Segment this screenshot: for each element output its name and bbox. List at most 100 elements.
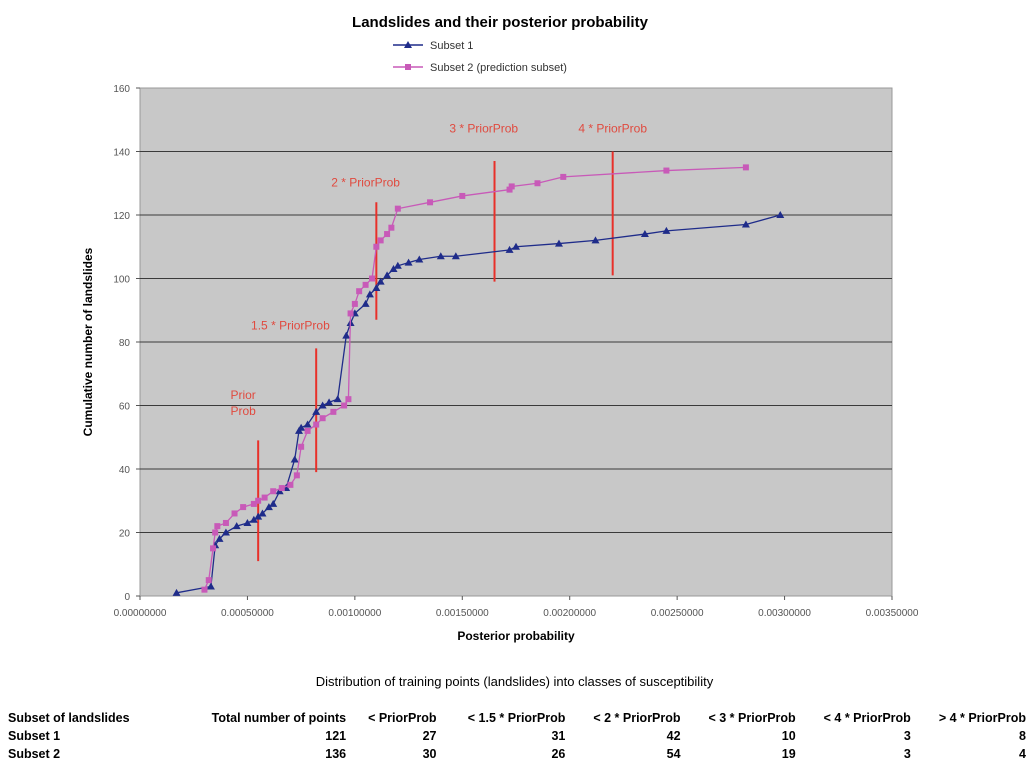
data-point-subset2	[506, 186, 513, 193]
data-point-subset2	[210, 545, 217, 552]
data-point-subset2	[270, 488, 277, 495]
table-cell: 8	[1019, 729, 1026, 743]
table-cell: 26	[551, 747, 566, 761]
data-point-subset2	[459, 192, 466, 199]
threshold-label: 4 * PriorProb	[578, 121, 647, 135]
data-point-subset2	[240, 504, 247, 511]
distribution-title: Distribution of training points (landsli…	[315, 674, 714, 689]
table-header-row: Subset of landslides Total number of poi…	[8, 711, 1026, 729]
x-tick-label: 0.00050000	[221, 608, 274, 619]
data-point-subset2	[293, 472, 300, 479]
data-point-subset2	[201, 586, 208, 593]
x-tick-label: 0.00100000	[328, 608, 381, 619]
data-point-subset2	[508, 183, 515, 190]
data-point-subset2	[427, 199, 434, 206]
data-point-subset1	[554, 239, 563, 247]
col-header: < 4 * PriorProb	[823, 711, 911, 725]
table-cell: 19	[781, 747, 796, 761]
data-point-subset1	[436, 252, 445, 260]
data-point-subset1	[372, 284, 381, 292]
data-point-subset2	[278, 485, 285, 492]
table-cell: 121	[325, 729, 347, 743]
table-cell: 4	[1019, 747, 1026, 761]
threshold-label: 2 * PriorProb	[331, 175, 400, 189]
col-header: < PriorProb	[368, 711, 437, 725]
data-point-subset2	[212, 529, 219, 536]
legend-marker-subset1	[404, 41, 412, 48]
table-cell: Subset 1	[8, 729, 61, 743]
data-point-subset2	[384, 231, 391, 238]
data-point-subset1	[776, 211, 785, 218]
data-point-subset1	[221, 528, 230, 536]
data-point-subset1	[383, 271, 392, 279]
y-tick-label: 40	[119, 465, 131, 476]
x-tick-label: 0.00200000	[543, 608, 596, 619]
data-point-subset1	[662, 226, 671, 234]
data-point-subset2	[330, 408, 337, 415]
distribution-table: Subset of landslides Total number of poi…	[8, 711, 1026, 765]
data-point-subset2	[250, 500, 257, 507]
data-point-subset2	[255, 497, 262, 504]
table-cell: 136	[325, 747, 347, 761]
data-point-subset2	[534, 180, 541, 187]
y-axis-title: Cumulative number of landslides	[81, 247, 95, 436]
data-point-subset1	[376, 277, 385, 285]
data-point-subset2	[373, 243, 380, 250]
data-point-subset1	[342, 331, 351, 339]
series-group	[172, 164, 785, 596]
data-point-subset2	[560, 173, 567, 180]
table-cell: 31	[551, 729, 566, 743]
col-header: < 1.5 * PriorProb	[467, 711, 566, 725]
data-point-subset1	[254, 512, 263, 520]
threshold-annotations: Prior Prob 1.5 * PriorProb 2 * PriorProb 3 *…	[230, 121, 647, 562]
data-point-subset1	[290, 455, 299, 463]
data-point-subset1	[591, 236, 600, 244]
y-tick-label: 160	[113, 84, 130, 95]
gridlines	[140, 151, 892, 533]
data-point-subset2	[298, 443, 305, 450]
table-row: Subset 2 136 30 26 54 19 3 4	[8, 747, 1026, 765]
data-point-subset1	[312, 407, 321, 415]
axis-ticks: 0 20 40 60 80 100 120 140 160 0.00000000 0.0005000…	[113, 84, 919, 619]
legend-label-subset2: Subset 2 (prediction subset)	[430, 62, 567, 74]
data-point-subset1	[206, 582, 215, 590]
legend-label-subset1: Subset 1	[430, 40, 473, 52]
table-cell: 3	[903, 747, 911, 761]
x-axis-title: Posterior probability	[457, 629, 575, 643]
table-cell: 54	[666, 747, 681, 761]
table-cell: 3	[903, 729, 911, 743]
table-cell: Subset 2	[8, 747, 61, 761]
data-point-subset2	[742, 164, 749, 171]
data-point-subset1	[249, 515, 258, 523]
y-tick-label: 60	[119, 402, 131, 413]
data-point-subset2	[351, 300, 358, 307]
data-point-subset1	[269, 499, 278, 507]
y-tick-label: 120	[113, 211, 130, 222]
data-point-subset1	[415, 255, 424, 263]
x-tick-label: 0.00300000	[758, 608, 811, 619]
data-point-subset2	[222, 519, 229, 526]
series-line-2	[203, 166, 746, 590]
data-point-subset2	[313, 421, 320, 428]
data-point-subset2	[341, 402, 348, 409]
table-cell: 42	[666, 729, 681, 743]
data-point-subset1	[243, 518, 252, 526]
table-cell: 30	[422, 747, 437, 761]
x-tick-label: 0.00000000	[114, 608, 167, 619]
data-point-subset2	[205, 577, 212, 584]
data-point-subset1	[264, 503, 273, 511]
data-point-subset2	[369, 275, 376, 282]
data-point-subset1	[741, 220, 750, 228]
table-cell: 10	[781, 729, 796, 743]
data-point-subset1	[393, 261, 402, 269]
data-point-subset1	[333, 395, 342, 403]
data-point-subset1	[318, 401, 327, 409]
data-point-subset1	[172, 588, 181, 596]
data-point-subset2	[663, 167, 670, 174]
threshold-label: Prior	[230, 388, 255, 402]
data-point-subset1	[258, 509, 267, 517]
data-point-subset2	[362, 281, 369, 288]
y-tick-label: 20	[119, 529, 131, 540]
threshold-label: 1.5 * PriorProb	[251, 318, 330, 332]
data-point-subset2	[231, 510, 238, 517]
